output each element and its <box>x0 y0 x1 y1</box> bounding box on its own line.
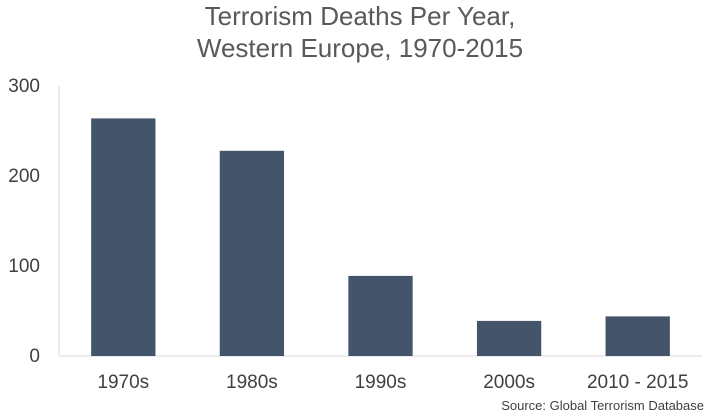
y-axis-ticks: 0 100 200 300 <box>8 76 40 367</box>
y-tick-label: 200 <box>8 166 40 187</box>
x-axis-labels: 1970s 1980s 1990s 2000s 2010 - 2015 <box>97 372 688 393</box>
bar-1970s <box>91 118 156 357</box>
chart-title-line-2: Western Europe, 1970-2015 <box>197 33 523 63</box>
y-tick-label: 300 <box>8 76 40 97</box>
bar-2000s <box>476 320 542 356</box>
bar-1980s <box>219 150 285 356</box>
bar-2010-2015 <box>605 316 670 356</box>
x-tick-label: 1980s <box>226 372 278 393</box>
x-tick-label: 1990s <box>355 372 407 393</box>
bars-group <box>91 118 670 357</box>
y-tick-label: 100 <box>8 256 40 277</box>
source-note: Source: Global Terrorism Database <box>501 398 704 413</box>
chart-title-line-1: Terrorism Deaths Per Year, <box>205 1 516 31</box>
x-tick-label: 2010 - 2015 <box>587 372 688 393</box>
x-tick-label: 1970s <box>97 372 149 393</box>
bar-1990s <box>348 275 413 356</box>
x-tick-label: 2000s <box>483 372 535 393</box>
y-tick-label: 0 <box>29 346 40 367</box>
